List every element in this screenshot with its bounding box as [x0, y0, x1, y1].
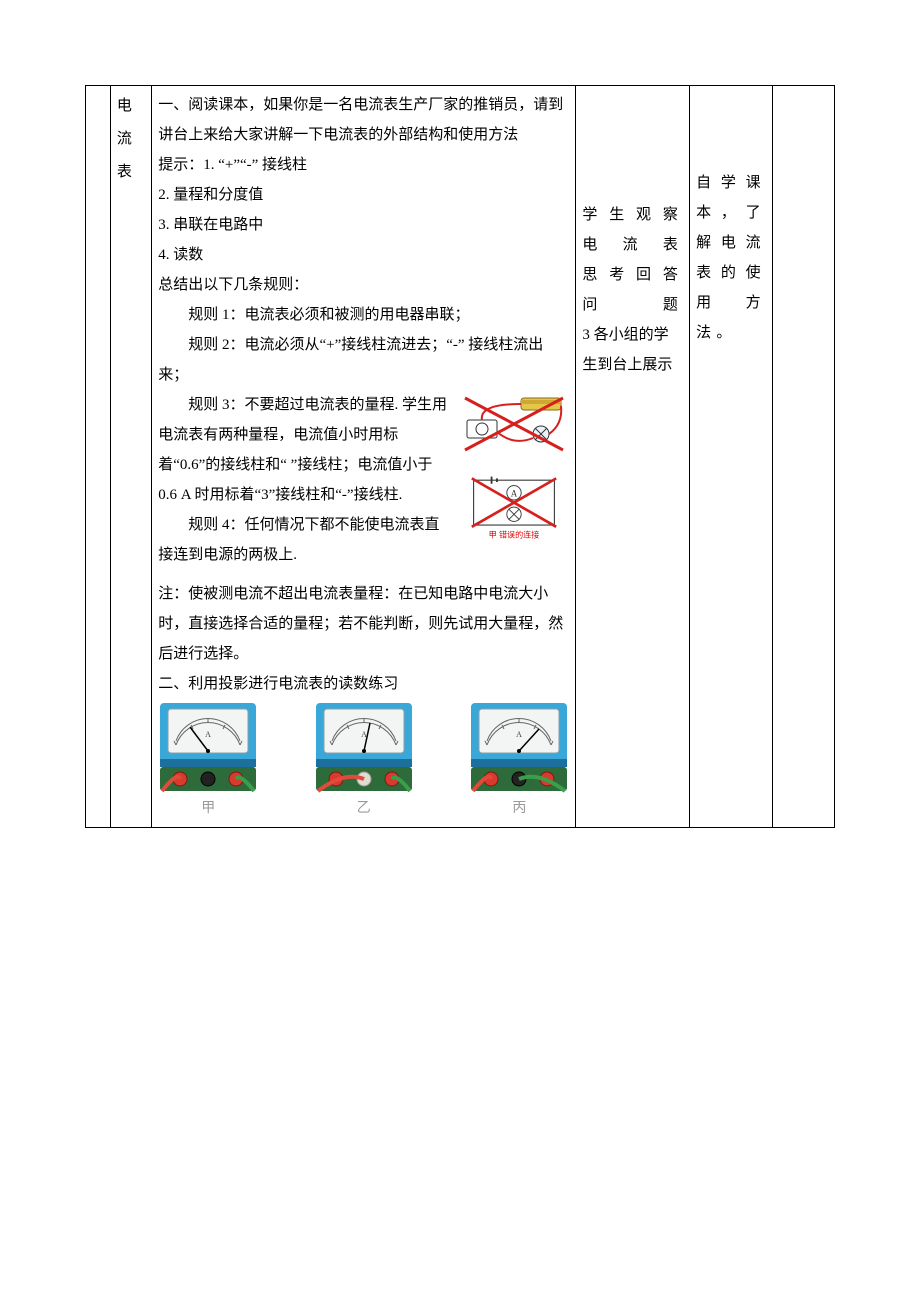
note: 注：使被测电流不超出电流表量程：在已知电路中电流大小时，直接选择合适的量程；若不…: [158, 579, 569, 669]
page: 电 流 表 一、阅读课本，如果你是一名电流表生产厂家的推销员，请到讲台上来给大家…: [0, 0, 920, 1302]
cell-main-content: 一、阅读课本，如果你是一名电流表生产厂家的推销员，请到讲台上来给大家讲解一下电流…: [152, 86, 576, 828]
diagram-wrong-connection-1: [459, 394, 569, 465]
diagram-caption: 甲 错误的连接: [489, 530, 540, 540]
cell-blank-a: [86, 86, 111, 828]
summary-label: 总结出以下几条规则：: [158, 270, 569, 300]
lesson-table: 电 流 表 一、阅读课本，如果你是一名电流表生产厂家的推销员，请到讲台上来给大家…: [85, 85, 835, 828]
ammeter-icon: A: [158, 701, 258, 793]
ammeter-2: A 乙: [314, 701, 414, 823]
svg-text:A: A: [511, 488, 518, 498]
rule-1: 规则 1：电流表必须和被测的用电器串联；: [158, 300, 569, 330]
cell-student-activity: 学生观察电流表 思考回答问题 3 各小组的学生到台上展示: [576, 86, 690, 828]
circuit-schematic-icon: A 甲 错误的连接: [459, 473, 569, 543]
ammeter-readings-row: A: [158, 701, 569, 823]
student-line-1: 学生观察电流表: [582, 200, 683, 260]
section1-intro: 一、阅读课本，如果你是一名电流表生产厂家的推销员，请到讲台上来给大家讲解一下电流…: [158, 90, 569, 150]
ammeter-icon: A: [314, 701, 414, 793]
hint-4: 4. 读数: [158, 240, 569, 270]
student-line-2: 思考回答问题: [582, 260, 683, 320]
rule-2: 规则 2：电流必须从“+”接线柱流进去；“-” 接线柱流出来；: [158, 330, 569, 390]
topic-char-2: 流: [117, 123, 145, 156]
cell-topic: 电 流 表: [110, 86, 151, 828]
circuit-diagram-icon: [459, 394, 569, 454]
topic-char-3: 表: [117, 156, 145, 189]
ammeter-1-label: 甲: [158, 795, 258, 823]
svg-text:A: A: [205, 730, 211, 739]
purpose-line-1: 自学课本，了解电流表的使用方法。: [696, 168, 766, 348]
hint-3: 3. 串联在电路中: [158, 210, 569, 240]
student-line-3: 3 各小组的学生到台上展示: [582, 320, 683, 380]
hint-1: 提示：1. “+”“-” 接线柱: [158, 150, 569, 180]
topic-char-1: 电: [117, 90, 145, 123]
section2: 二、利用投影进行电流表的读数练习: [158, 669, 569, 699]
diagram-wrong-connection-2: A 甲 错误的连接: [459, 473, 569, 554]
hint-2: 2. 量程和分度值: [158, 180, 569, 210]
ammeter-3: A 丙: [469, 701, 569, 823]
ammeter-1: A: [158, 701, 258, 823]
cell-blank-f: [772, 86, 834, 828]
cell-purpose: 自学课本，了解电流表的使用方法。: [690, 86, 773, 828]
table-row: 电 流 表 一、阅读课本，如果你是一名电流表生产厂家的推销员，请到讲台上来给大家…: [86, 86, 835, 828]
ammeter-icon: A: [469, 701, 569, 793]
svg-text:A: A: [516, 730, 522, 739]
ammeter-2-label: 乙: [314, 795, 414, 823]
ammeter-3-label: 丙: [469, 795, 569, 823]
